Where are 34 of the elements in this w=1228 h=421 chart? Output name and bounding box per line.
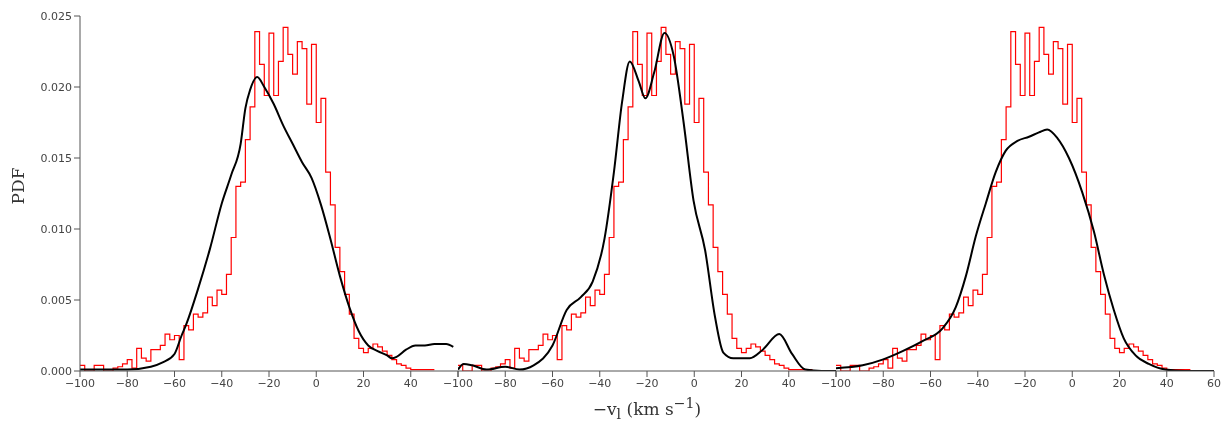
y-tick-label: 0.015: [40, 151, 72, 165]
x-tick-label: −40: [210, 376, 234, 390]
x-tick-label: 20: [734, 376, 749, 390]
x-tick-label: −80: [493, 376, 517, 390]
x-tick-label: −60: [918, 376, 943, 390]
x-tick-label: −60: [162, 376, 187, 390]
x-tick-label: 0: [312, 376, 320, 390]
x-tick-label: −60: [540, 376, 565, 390]
y-axis-title: PDF: [8, 167, 28, 204]
x-tick-label: 40: [1159, 376, 1174, 390]
x-tick-label: −80: [871, 376, 895, 390]
y-tick-label: 0.020: [40, 80, 72, 94]
x-tick-label: −100: [64, 376, 96, 390]
y-tick-label: 0.005: [40, 293, 72, 307]
y-tick-label: 0.010: [40, 222, 72, 236]
x-axis-title: −v$_{l}$ (km s$^{−1}$): [591, 395, 703, 421]
x-tick-label: −100: [820, 376, 852, 390]
y-tick-label: 0.025: [40, 9, 72, 23]
line-series: [80, 76, 455, 371]
x-tick-label: 40: [781, 376, 796, 390]
x-tick-label: −20: [257, 376, 281, 390]
x-tick-label: −20: [635, 376, 659, 390]
x-tick-label: 60: [1207, 376, 1221, 390]
x-tick-label: 0: [690, 376, 698, 390]
x-tick-label: 0: [1068, 376, 1076, 390]
x-tick-label: −40: [966, 376, 990, 390]
x-tick-label: 20: [356, 376, 371, 390]
x-tick-label: 40: [403, 376, 418, 390]
x-tick-label: −100: [442, 376, 474, 390]
x-tick-label: −40: [588, 376, 612, 390]
y-tick-label: 0.000: [40, 364, 72, 378]
x-tick-label: 20: [1112, 376, 1127, 390]
x-tick-label: −20: [1013, 376, 1037, 390]
x-tick-label: −80: [115, 376, 139, 390]
